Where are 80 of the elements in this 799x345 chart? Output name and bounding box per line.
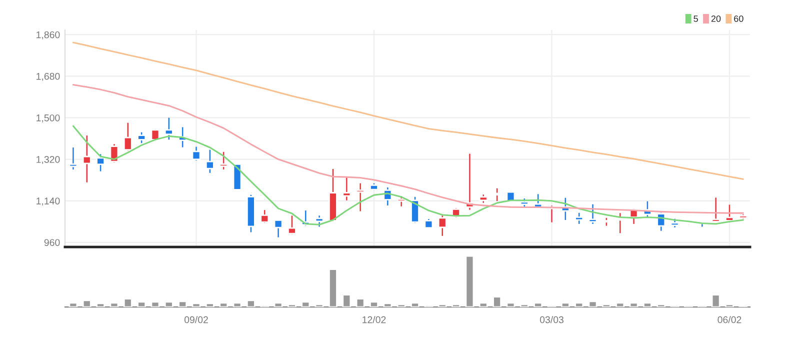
bar bbox=[314, 304, 324, 307]
bar bbox=[643, 302, 652, 307]
line-series bbox=[72, 125, 744, 226]
candlestick bbox=[219, 151, 228, 170]
x-tick-label: 06/02 bbox=[718, 316, 742, 324]
bar bbox=[82, 300, 92, 307]
bar bbox=[560, 302, 570, 307]
candlestick bbox=[96, 154, 106, 172]
bar bbox=[452, 304, 460, 307]
y-tick-label: 960 bbox=[44, 239, 60, 246]
legend-label: 60 bbox=[734, 16, 744, 22]
candlestick bbox=[137, 132, 146, 144]
bar bbox=[656, 304, 666, 307]
x-tick-label: 09/02 bbox=[184, 316, 208, 324]
bar bbox=[219, 302, 228, 307]
bar bbox=[492, 296, 502, 307]
candlestick bbox=[205, 149, 214, 174]
bar bbox=[205, 302, 214, 307]
bar bbox=[150, 301, 160, 307]
bar bbox=[123, 298, 132, 307]
bar bbox=[574, 302, 584, 307]
bar bbox=[96, 302, 106, 307]
candlestick bbox=[192, 146, 201, 162]
bar bbox=[192, 302, 201, 307]
candlestick bbox=[520, 198, 529, 208]
bar bbox=[629, 302, 638, 307]
bar bbox=[342, 294, 352, 307]
bar bbox=[396, 304, 406, 307]
candlestick bbox=[574, 212, 584, 225]
x-tick-label: 03/03 bbox=[540, 316, 564, 324]
y-tick-label: 1,320 bbox=[36, 156, 60, 164]
bar bbox=[274, 302, 283, 307]
bar bbox=[110, 302, 119, 307]
bar bbox=[68, 302, 78, 307]
candlestick bbox=[342, 176, 352, 201]
bar bbox=[301, 301, 310, 307]
candlestick bbox=[164, 117, 174, 140]
candlestick bbox=[68, 146, 78, 170]
bar bbox=[438, 304, 447, 307]
legend-label: 5 bbox=[694, 16, 698, 22]
candlestick bbox=[288, 214, 296, 235]
bar bbox=[288, 304, 296, 307]
y-tick-label: 1,680 bbox=[36, 72, 60, 81]
x-tick-label: 12/02 bbox=[362, 316, 386, 324]
candlestick bbox=[123, 122, 132, 152]
bar bbox=[356, 298, 365, 307]
y-tick-label: 1,860 bbox=[36, 31, 60, 40]
bar bbox=[137, 301, 146, 307]
candlestick bbox=[356, 182, 365, 212]
legend-label: 20 bbox=[711, 16, 721, 22]
bar bbox=[383, 302, 392, 307]
bar bbox=[465, 255, 474, 307]
bar bbox=[232, 302, 242, 307]
candlestick bbox=[438, 214, 447, 237]
line-series bbox=[72, 42, 744, 180]
y-tick-label: 1,500 bbox=[36, 114, 60, 122]
bar bbox=[178, 300, 188, 307]
candlestick bbox=[396, 196, 406, 207]
bar bbox=[520, 304, 529, 307]
bar bbox=[711, 294, 720, 307]
bar bbox=[506, 302, 516, 307]
y-tick-label: 1,140 bbox=[36, 198, 60, 206]
bar bbox=[534, 302, 543, 307]
bar bbox=[328, 268, 338, 307]
candlestick bbox=[314, 214, 324, 228]
candlestick bbox=[274, 219, 283, 238]
candlestick bbox=[410, 196, 420, 224]
candlestick bbox=[588, 204, 598, 225]
bar bbox=[370, 301, 378, 307]
bar bbox=[725, 304, 734, 307]
bar bbox=[246, 300, 256, 307]
bar bbox=[478, 302, 488, 307]
bar bbox=[410, 302, 420, 307]
candlestick bbox=[260, 209, 270, 224]
candlestick bbox=[711, 196, 720, 222]
bar bbox=[602, 304, 611, 307]
candlestick bbox=[82, 134, 92, 183]
bar bbox=[616, 302, 625, 307]
bar bbox=[588, 300, 598, 307]
bar bbox=[164, 301, 174, 307]
